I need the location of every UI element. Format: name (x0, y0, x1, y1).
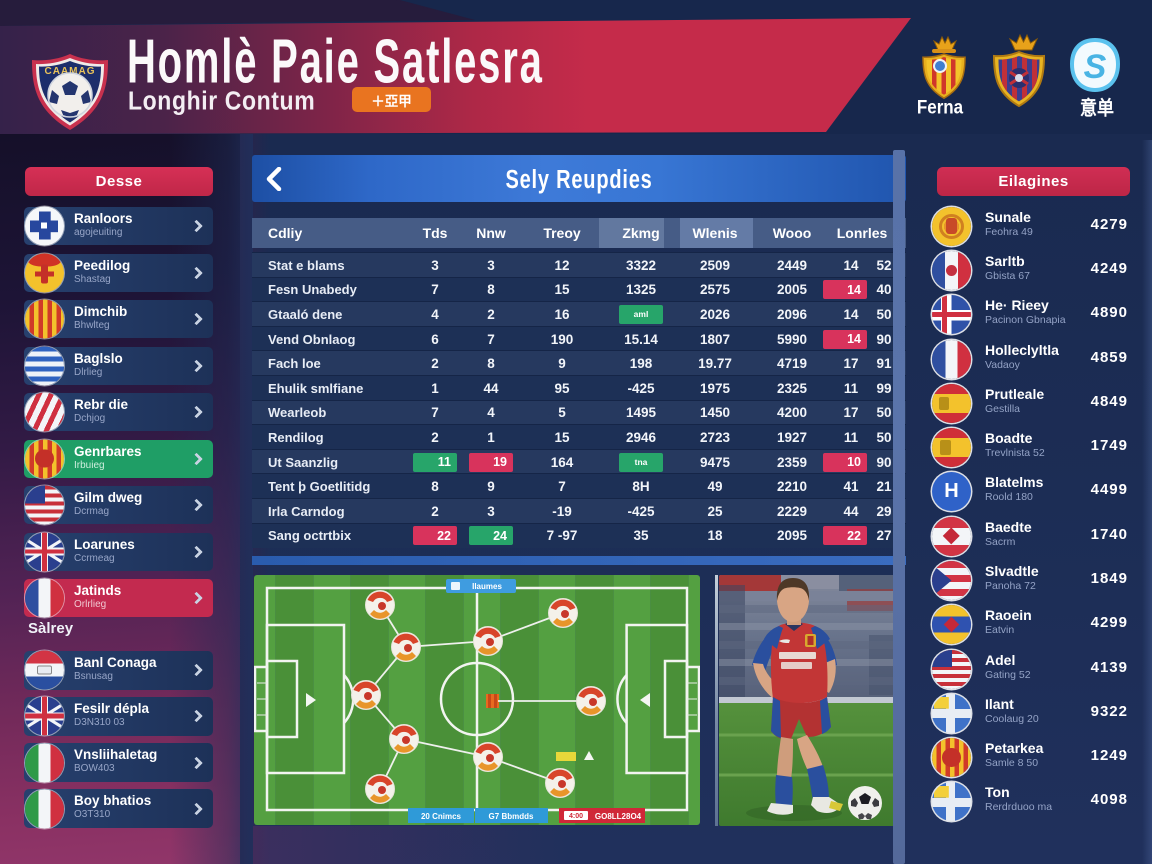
svg-text:Ilaumes: Ilaumes (472, 582, 502, 591)
svg-text:意单: 意单 (1080, 96, 1114, 118)
svg-text:G7 Bbmdds: G7 Bbmdds (489, 812, 534, 821)
svg-text:CAAMAG: CAAMAG (45, 66, 96, 77)
svg-text:GO8LL28O4: GO8LL28O4 (595, 812, 642, 821)
svg-text:Ferna: Ferna (917, 95, 964, 117)
svg-text:S: S (1084, 48, 1107, 86)
svg-text:20 Cnimcs: 20 Cnimcs (421, 812, 462, 821)
svg-text:4:00: 4:00 (569, 813, 583, 820)
